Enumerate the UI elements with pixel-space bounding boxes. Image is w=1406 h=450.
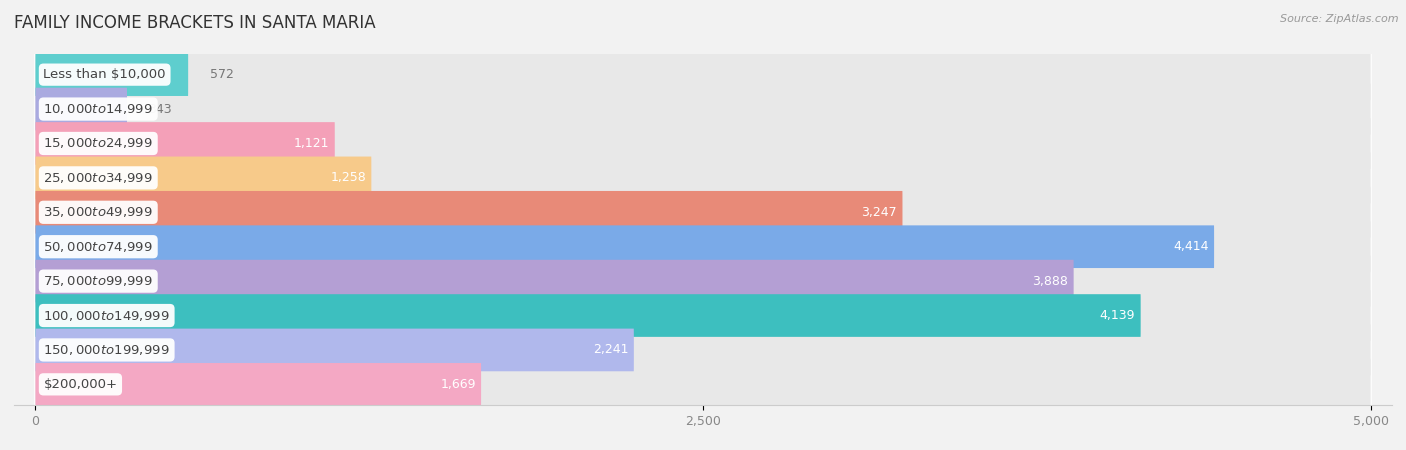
- Text: 1,121: 1,121: [294, 137, 329, 150]
- FancyBboxPatch shape: [35, 328, 634, 371]
- FancyBboxPatch shape: [35, 187, 1371, 238]
- FancyBboxPatch shape: [35, 53, 188, 96]
- Text: Source: ZipAtlas.com: Source: ZipAtlas.com: [1281, 14, 1399, 23]
- FancyBboxPatch shape: [35, 260, 1074, 302]
- Text: 1,258: 1,258: [330, 171, 366, 184]
- Text: $100,000 to $149,999: $100,000 to $149,999: [44, 309, 170, 323]
- Text: 2,241: 2,241: [593, 343, 628, 356]
- Text: 3,888: 3,888: [1032, 274, 1069, 288]
- FancyBboxPatch shape: [35, 153, 1371, 203]
- FancyBboxPatch shape: [35, 225, 1215, 268]
- FancyBboxPatch shape: [35, 88, 127, 130]
- FancyBboxPatch shape: [35, 84, 1371, 135]
- Text: $75,000 to $99,999: $75,000 to $99,999: [44, 274, 153, 288]
- FancyBboxPatch shape: [35, 294, 1140, 337]
- FancyBboxPatch shape: [35, 118, 1371, 169]
- FancyBboxPatch shape: [35, 191, 903, 234]
- Text: 4,414: 4,414: [1173, 240, 1209, 253]
- Text: 1,669: 1,669: [440, 378, 475, 391]
- Text: $15,000 to $24,999: $15,000 to $24,999: [44, 136, 153, 150]
- Text: 572: 572: [209, 68, 233, 81]
- FancyBboxPatch shape: [35, 324, 1371, 375]
- FancyBboxPatch shape: [35, 49, 1371, 100]
- Text: $25,000 to $34,999: $25,000 to $34,999: [44, 171, 153, 185]
- Text: $50,000 to $74,999: $50,000 to $74,999: [44, 240, 153, 254]
- Text: $35,000 to $49,999: $35,000 to $49,999: [44, 205, 153, 219]
- Text: $10,000 to $14,999: $10,000 to $14,999: [44, 102, 153, 116]
- FancyBboxPatch shape: [35, 157, 371, 199]
- Text: Less than $10,000: Less than $10,000: [44, 68, 166, 81]
- Text: FAMILY INCOME BRACKETS IN SANTA MARIA: FAMILY INCOME BRACKETS IN SANTA MARIA: [14, 14, 375, 32]
- Text: 4,139: 4,139: [1099, 309, 1135, 322]
- Text: $150,000 to $199,999: $150,000 to $199,999: [44, 343, 170, 357]
- FancyBboxPatch shape: [35, 290, 1371, 341]
- FancyBboxPatch shape: [35, 122, 335, 165]
- Text: 343: 343: [149, 103, 172, 116]
- Text: $200,000+: $200,000+: [44, 378, 118, 391]
- Text: 3,247: 3,247: [862, 206, 897, 219]
- FancyBboxPatch shape: [35, 363, 481, 406]
- FancyBboxPatch shape: [35, 359, 1371, 410]
- FancyBboxPatch shape: [35, 256, 1371, 306]
- FancyBboxPatch shape: [35, 221, 1371, 272]
